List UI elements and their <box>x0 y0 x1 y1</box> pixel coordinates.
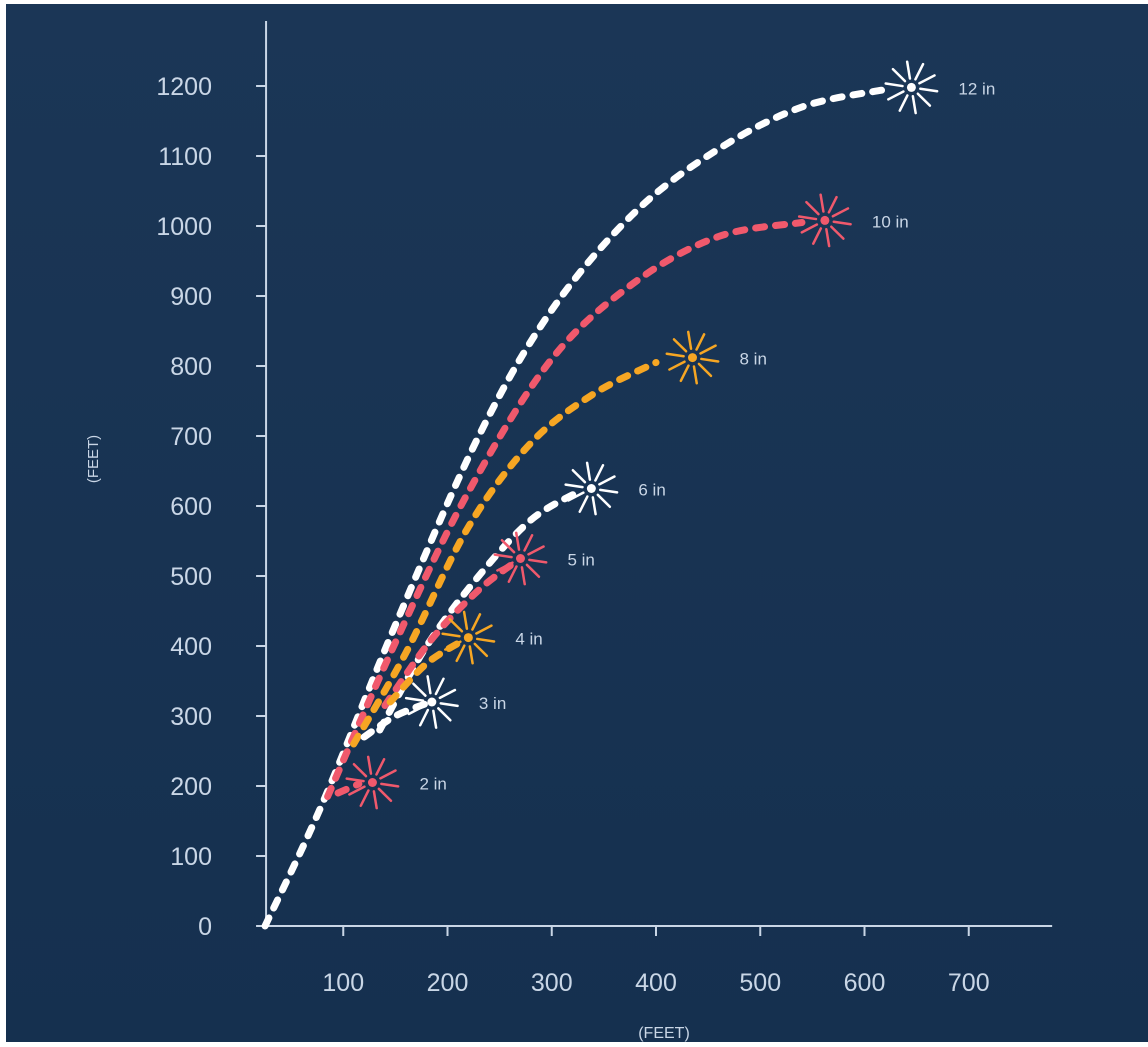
burst-marker-8-in <box>665 330 720 385</box>
y-tick-label: 1200 <box>156 73 212 101</box>
burst-marker-5-in <box>493 531 548 586</box>
series-label-12-in: 12 in <box>958 79 995 98</box>
burst-marker-6-in <box>564 461 619 516</box>
y-tick-label: 900 <box>170 283 212 311</box>
x-tick-label: 400 <box>635 969 677 997</box>
y-tick-label: 1000 <box>156 213 212 241</box>
y-tick-label: 500 <box>170 563 212 591</box>
trajectory-line-3-in <box>360 699 431 741</box>
x-tick-label: 500 <box>739 969 781 997</box>
trajectory-line-2-in <box>334 780 363 797</box>
burst-marker-12-in <box>884 60 939 115</box>
x-tick-label: 100 <box>322 969 364 997</box>
trajectory-line-8-in <box>350 359 660 748</box>
y-axis-label: (FEET) <box>85 435 102 483</box>
burst-marker-10-in <box>797 193 852 248</box>
y-tick-label: 200 <box>170 773 212 801</box>
burst-marker-4-in <box>441 610 496 665</box>
y-tick-label: 1100 <box>158 143 212 171</box>
series-label-5-in: 5 in <box>567 551 594 570</box>
y-tick-label: 0 <box>198 913 212 941</box>
trajectory-chart: 0 100 200 300 400 500 600 700 800 900 1000 1100 1200… <box>6 4 1148 1042</box>
trajectory-line-5-in <box>381 558 519 709</box>
trajectory-line-10-in <box>324 219 806 800</box>
chart-panel: 0 100 200 300 400 500 600 700 800 900 1000 1100 1200… <box>6 4 1148 1042</box>
x-tick-label: 600 <box>844 969 886 997</box>
y-tick-label: 600 <box>170 493 212 521</box>
burst-marker-3-in <box>404 675 459 729</box>
series-label-4-in: 4 in <box>515 630 542 649</box>
x-tick-label: 700 <box>948 969 990 997</box>
series-label-3-in: 3 in <box>479 694 506 713</box>
y-tick-label: 800 <box>170 353 212 381</box>
series-label-8-in: 8 in <box>739 350 766 369</box>
burst-marker-2-in <box>345 755 400 810</box>
y-tick-label: 700 <box>170 423 212 451</box>
x-tick-label: 200 <box>427 969 469 997</box>
chart-background <box>6 4 1148 1042</box>
series-label-2-in: 2 in <box>419 775 446 794</box>
y-tick-label: 400 <box>170 633 212 661</box>
x-tick-label: 300 <box>531 969 573 997</box>
series-label-10-in: 10 in <box>872 212 909 231</box>
y-tick-label: 100 <box>170 843 212 871</box>
series-label-6-in: 6 in <box>638 481 665 500</box>
x-axis-label: (FEET) <box>638 1025 690 1042</box>
y-tick-label: 300 <box>170 703 212 731</box>
